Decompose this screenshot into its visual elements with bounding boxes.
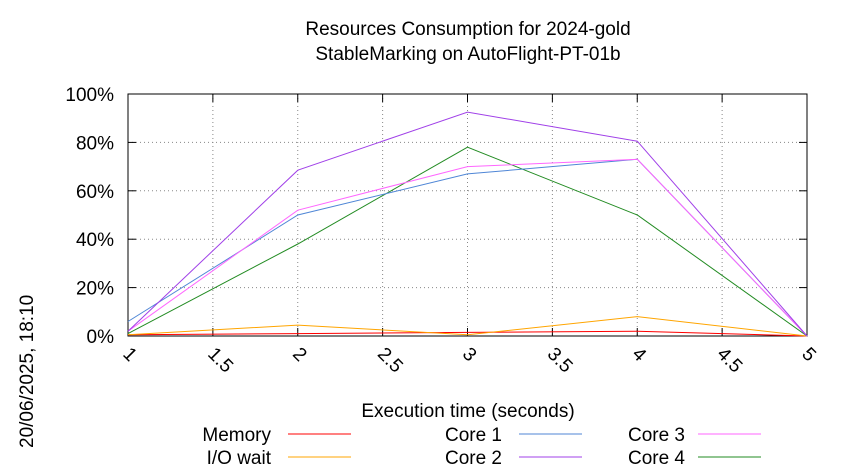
series-line-core-3 xyxy=(127,158,808,337)
series-lines xyxy=(127,111,808,337)
x-tick-label: 3 xyxy=(458,344,480,366)
y-axis: 0% 20% 40% 60% 80% 100% xyxy=(65,85,807,348)
x-tick-label: 4.5 xyxy=(713,344,747,378)
grid xyxy=(128,94,807,336)
y-tick-label: 80% xyxy=(76,133,114,154)
y-tick-label: 0% xyxy=(87,327,115,348)
x-tick-label: 3.5 xyxy=(543,344,577,378)
x-tick-label: 4 xyxy=(628,344,651,367)
series-line-memory xyxy=(127,330,808,337)
series-line-core-2 xyxy=(127,111,808,337)
legend-label: Core 2 xyxy=(445,448,502,469)
x-tick-label: 2 xyxy=(288,344,310,366)
y-tick-label: 20% xyxy=(76,279,114,300)
legend-label: Core 4 xyxy=(628,448,685,469)
x-axis-label: Execution time (seconds) xyxy=(361,401,574,422)
legend-label: I/O wait xyxy=(207,448,272,469)
series-line-core-1 xyxy=(127,158,808,337)
x-tick-label: 5 xyxy=(797,344,819,366)
x-tick-label: 1.5 xyxy=(203,344,237,378)
y-tick-label: 40% xyxy=(76,230,114,251)
chart-title: Resources Consumption for 2024-gold xyxy=(305,19,630,40)
x-tick-label: 1 xyxy=(118,344,140,366)
series-line-i-o-wait xyxy=(127,316,808,337)
legend-label: Core 3 xyxy=(628,425,685,446)
x-tick-label: 2.5 xyxy=(373,344,407,378)
legend-label: Memory xyxy=(202,425,271,446)
timestamp-label: 20/06/2025, 18:10 xyxy=(17,295,38,448)
series-line-core-4 xyxy=(127,146,808,337)
y-tick-label: 100% xyxy=(65,85,114,106)
y-tick-label: 60% xyxy=(76,182,114,203)
legend-label: Core 1 xyxy=(445,425,502,446)
chart-subtitle: StableMarking on AutoFlight-PT-01b xyxy=(315,44,620,65)
